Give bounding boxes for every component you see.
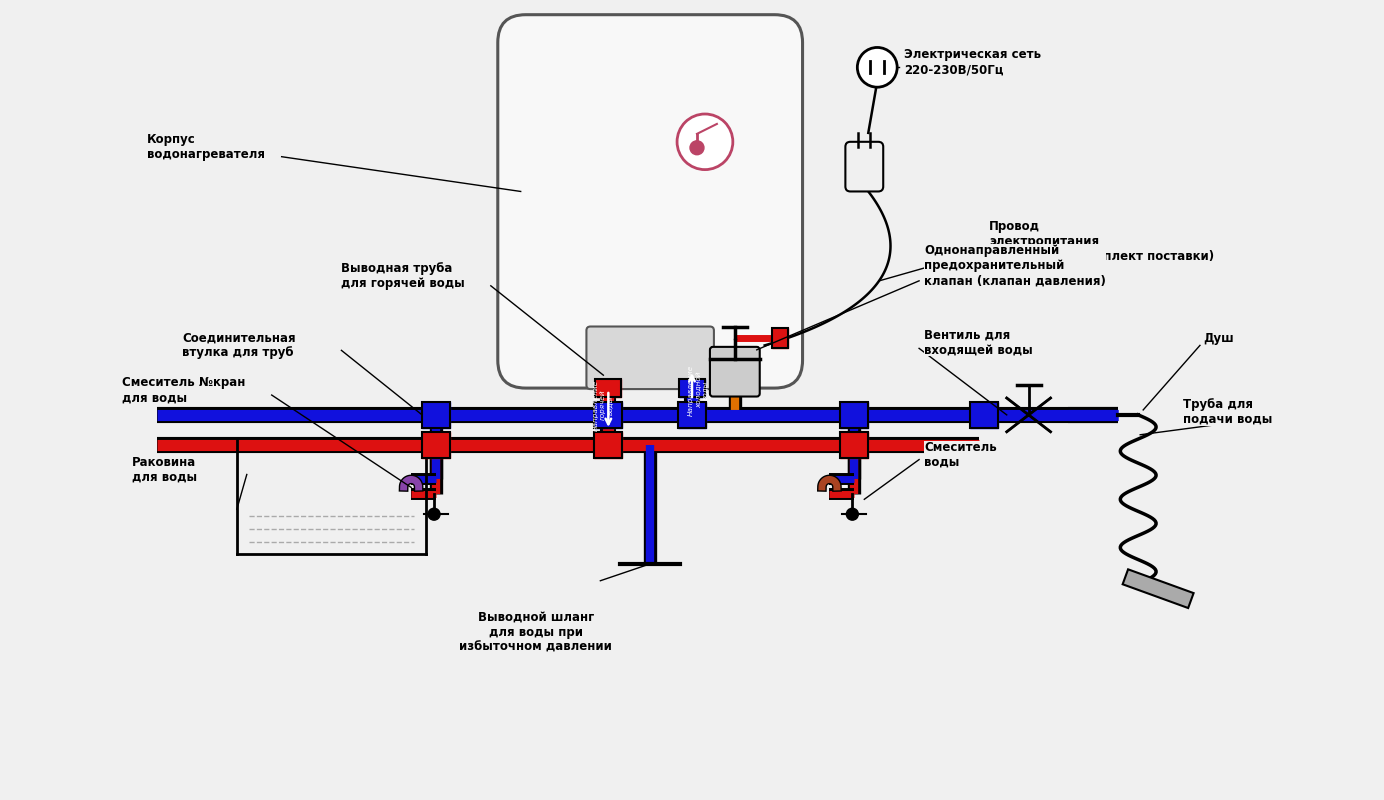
- Bar: [970, 402, 998, 428]
- Bar: [594, 432, 623, 458]
- Text: Смеситель №кран
для воды: Смеситель №кран для воды: [122, 376, 246, 404]
- Bar: [680, 379, 704, 397]
- Bar: [422, 402, 450, 428]
- Text: Корпус
водонагревателя: Корпус водонагревателя: [147, 133, 266, 161]
- Text: Направление
холодной
воды: Направление холодной воды: [688, 365, 709, 416]
- Text: Душ: Душ: [1203, 332, 1233, 345]
- Circle shape: [691, 141, 704, 154]
- Bar: [594, 402, 623, 428]
- FancyBboxPatch shape: [846, 142, 883, 191]
- Circle shape: [677, 114, 734, 170]
- Text: Труба для
подачи воды: Труба для подачи воды: [1183, 398, 1272, 426]
- Bar: [422, 402, 450, 428]
- Bar: [970, 402, 998, 428]
- Text: Выводная труба
для горячей воды: Выводная труба для горячей воды: [342, 262, 465, 290]
- Circle shape: [847, 508, 858, 520]
- Bar: [594, 402, 623, 428]
- FancyBboxPatch shape: [498, 14, 803, 388]
- Text: Электрическая сеть
220-230В/50Гц: Электрическая сеть 220-230В/50Гц: [904, 48, 1041, 76]
- Bar: [422, 432, 450, 458]
- Bar: [594, 432, 623, 458]
- Text: Выводной шланг
для воды при
избыточном давлении: Выводной шланг для воды при избыточном д…: [459, 610, 612, 654]
- Bar: [772, 329, 787, 348]
- Bar: [680, 379, 704, 397]
- FancyBboxPatch shape: [710, 347, 760, 397]
- Circle shape: [857, 47, 897, 87]
- Bar: [422, 432, 450, 458]
- Text: Вентиль для
входящей воды: Вентиль для входящей воды: [925, 329, 1032, 357]
- Bar: [595, 379, 621, 397]
- Bar: [678, 402, 706, 428]
- Bar: [678, 402, 706, 428]
- Text: Направление
горячей
воды: Направление горячей воды: [592, 379, 612, 430]
- Bar: [1122, 570, 1193, 608]
- Bar: [840, 402, 868, 428]
- Bar: [840, 402, 868, 428]
- Text: Провод
электропитания
(не входит в комплект поставки): Провод электропитания (не входит в компл…: [988, 220, 1214, 262]
- Bar: [840, 432, 868, 458]
- FancyBboxPatch shape: [587, 326, 714, 389]
- Bar: [772, 329, 787, 348]
- Text: Соединительная
втулка для труб: Соединительная втулка для труб: [183, 331, 296, 359]
- Circle shape: [428, 508, 440, 520]
- Text: Раковина
для воды: Раковина для воды: [133, 455, 198, 483]
- Text: Смеситель
воды: Смеситель воды: [925, 441, 996, 469]
- Bar: [595, 379, 621, 397]
- Text: Однонаправленный
предохранительный
клапан (клапан давления): Однонаправленный предохранительный клапа…: [925, 245, 1106, 287]
- Bar: [840, 432, 868, 458]
